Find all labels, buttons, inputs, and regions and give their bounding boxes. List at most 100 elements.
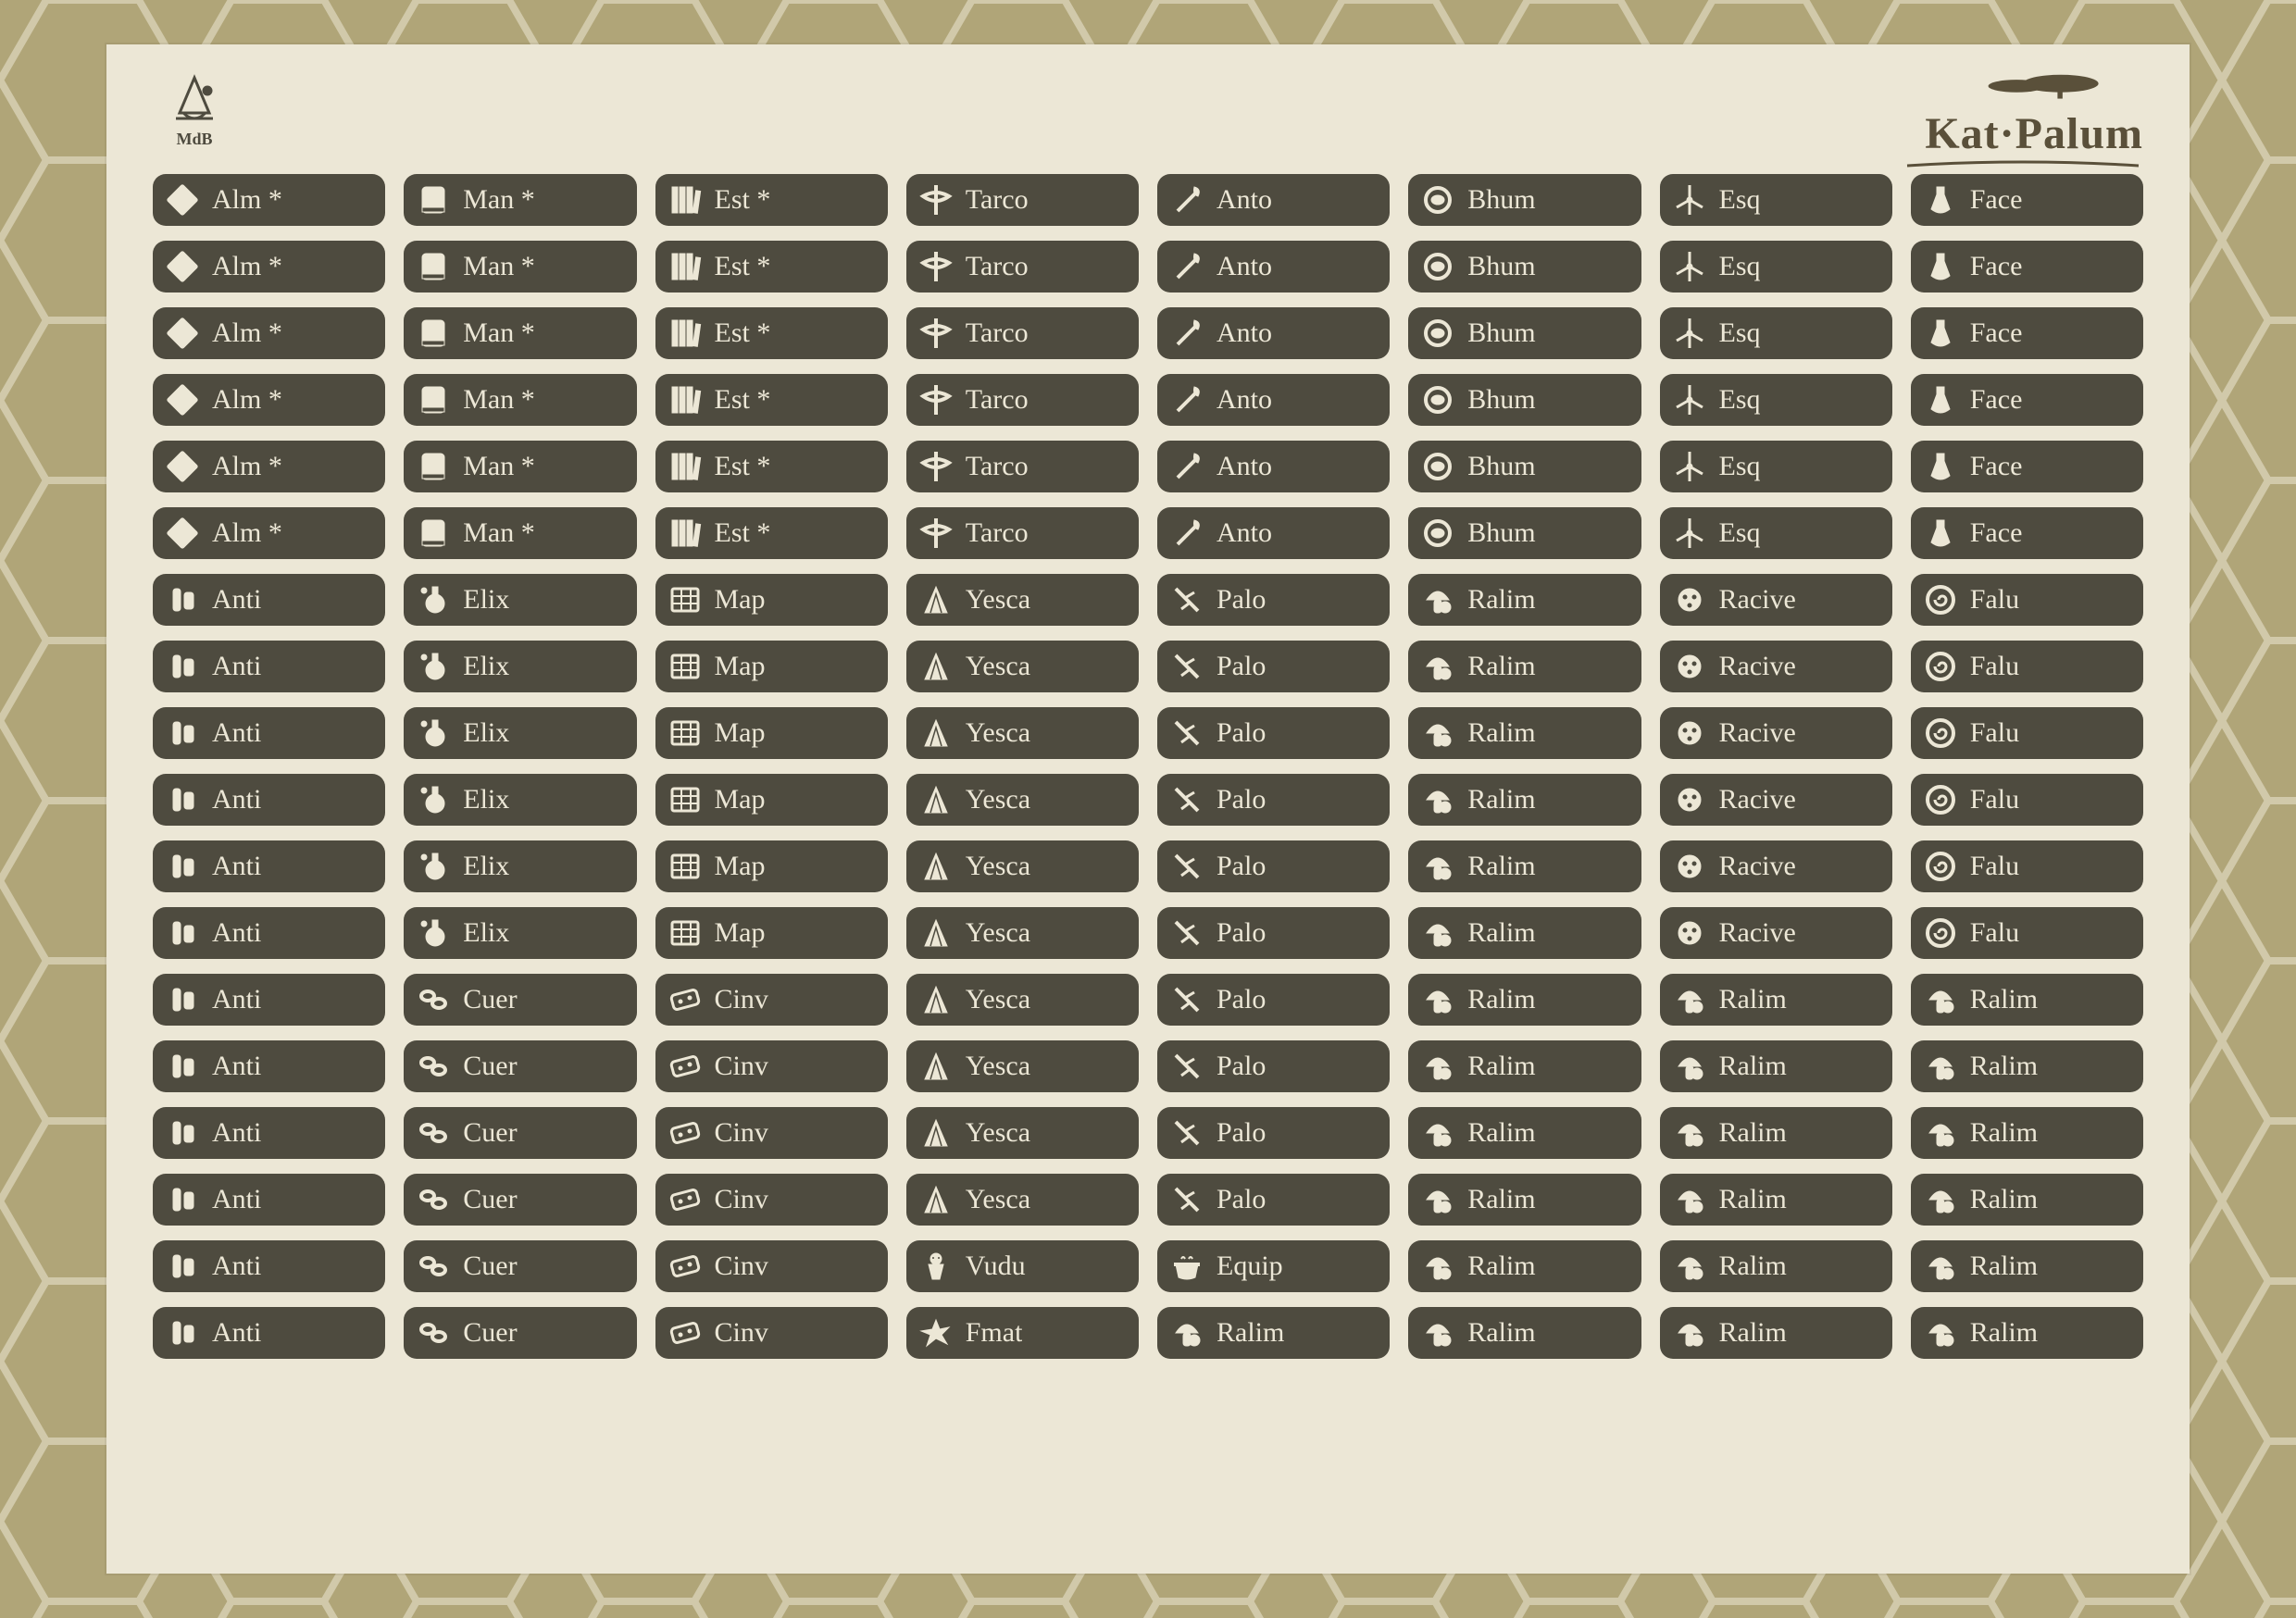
- token-label: Ralim: [1719, 1117, 1787, 1149]
- token-manual: Man *: [404, 241, 636, 292]
- token-stick: Palo: [1157, 1107, 1390, 1159]
- token-windmill: Esq: [1660, 507, 1892, 559]
- shield-cross-icon: [916, 513, 956, 554]
- token-label: Ralim: [1467, 1117, 1535, 1149]
- manual-icon: [413, 246, 454, 287]
- mushroom-icon: [1417, 779, 1458, 820]
- token-manual: Man *: [404, 441, 636, 492]
- token-mushroom: Ralim: [1408, 707, 1641, 759]
- token-root-bulb: Racive: [1660, 774, 1892, 826]
- stick-icon: [1167, 713, 1207, 753]
- token-label: Cuer: [463, 1117, 517, 1149]
- token-label: Racive: [1719, 851, 1796, 882]
- ticket-icon: [665, 979, 705, 1020]
- token-label: Ralim: [1970, 1251, 2038, 1282]
- flask-icon: [1920, 446, 1961, 487]
- token-haystack: Yesca: [906, 774, 1139, 826]
- map-icon: [665, 646, 705, 687]
- token-torch: Anto: [1157, 507, 1390, 559]
- token-label: Tarco: [966, 317, 1029, 349]
- token-label: Anto: [1217, 317, 1272, 349]
- token-haystack: Yesca: [906, 574, 1139, 626]
- manual-icon: [413, 513, 454, 554]
- token-label: Map: [715, 584, 766, 616]
- book-diamond-icon: [162, 246, 203, 287]
- mushroom-icon: [1417, 1179, 1458, 1220]
- mushroom-icon: [1669, 1246, 1710, 1287]
- token-label: Yesca: [966, 984, 1030, 1015]
- token-root-bulb: Racive: [1660, 907, 1892, 959]
- token-haystack: Yesca: [906, 840, 1139, 892]
- token-book-diamond: Alm *: [153, 441, 385, 492]
- token-label: Esq: [1719, 384, 1761, 416]
- token-root-bulb: Racive: [1660, 641, 1892, 692]
- token-label: Yesca: [966, 1051, 1030, 1082]
- token-mushroom: Ralim: [1408, 774, 1641, 826]
- token-label: Ralim: [1719, 1251, 1787, 1282]
- token-mushroom: Ralim: [1408, 907, 1641, 959]
- token-label: Ralim: [1719, 1051, 1787, 1082]
- mushroom-icon: [1167, 1313, 1207, 1353]
- token-label: Ralim: [1467, 1251, 1535, 1282]
- token-haystack: Yesca: [906, 707, 1139, 759]
- token-spiral: Falu: [1911, 641, 2143, 692]
- token-rope: Cuer: [404, 974, 636, 1026]
- token-label: Face: [1970, 317, 2023, 349]
- elixir-icon: [413, 779, 454, 820]
- potion-vial-icon: [162, 1046, 203, 1087]
- potion-vial-icon: [162, 1313, 203, 1353]
- token-flask: Face: [1911, 174, 2143, 226]
- elixir-icon: [413, 913, 454, 953]
- token-label: Man *: [463, 517, 535, 549]
- torch-icon: [1167, 246, 1207, 287]
- token-label: Tarco: [966, 251, 1029, 282]
- token-label: Palo: [1217, 651, 1266, 682]
- token-flask: Face: [1911, 441, 2143, 492]
- token-map: Map: [655, 707, 888, 759]
- token-manual: Man *: [404, 374, 636, 426]
- token-label: Bhum: [1467, 384, 1535, 416]
- token-label: Anti: [212, 1117, 261, 1149]
- spiral-icon: [1920, 579, 1961, 620]
- token-label: Anti: [212, 584, 261, 616]
- token-label: Anti: [212, 784, 261, 815]
- token-stick: Palo: [1157, 1174, 1390, 1226]
- token-mushroom: Ralim: [1660, 1240, 1892, 1292]
- cloud-icon: [1417, 446, 1458, 487]
- token-label: Cinv: [715, 1317, 768, 1349]
- token-rope: Cuer: [404, 1307, 636, 1359]
- root-bulb-icon: [1669, 579, 1710, 620]
- token-label: Ralim: [1467, 1184, 1535, 1215]
- token-mushroom: Ralim: [1911, 974, 2143, 1026]
- token-label: Racive: [1719, 584, 1796, 616]
- cloud-icon: [1417, 380, 1458, 420]
- token-shield-cross: Tarco: [906, 174, 1139, 226]
- token-flask: Face: [1911, 374, 2143, 426]
- mushroom-icon: [1669, 1313, 1710, 1353]
- potion-vial-icon: [162, 779, 203, 820]
- token-label: Fmat: [966, 1317, 1023, 1349]
- cloud-icon: [1417, 513, 1458, 554]
- spiral-icon: [1920, 646, 1961, 687]
- token-label: Racive: [1719, 717, 1796, 749]
- token-manual: Man *: [404, 174, 636, 226]
- token-label: Falu: [1970, 651, 2019, 682]
- token-label: Anto: [1217, 451, 1272, 482]
- token-map: Map: [655, 574, 888, 626]
- token-elixir: Elix: [404, 840, 636, 892]
- token-root-bulb: Racive: [1660, 574, 1892, 626]
- mushroom-icon: [1920, 1246, 1961, 1287]
- token-stick: Palo: [1157, 641, 1390, 692]
- token-label: Ralim: [1467, 1317, 1535, 1349]
- stick-icon: [1167, 846, 1207, 887]
- token-label: Palo: [1217, 584, 1266, 616]
- token-label: Cuer: [463, 1051, 517, 1082]
- token-label: Cinv: [715, 1184, 768, 1215]
- token-label: Yesca: [966, 717, 1030, 749]
- token-label: Ralim: [1970, 1184, 2038, 1215]
- token-label: Palo: [1217, 1184, 1266, 1215]
- token-label: Man *: [463, 317, 535, 349]
- manual-icon: [413, 180, 454, 220]
- token-label: Anto: [1217, 517, 1272, 549]
- token-ticket: Cinv: [655, 1307, 888, 1359]
